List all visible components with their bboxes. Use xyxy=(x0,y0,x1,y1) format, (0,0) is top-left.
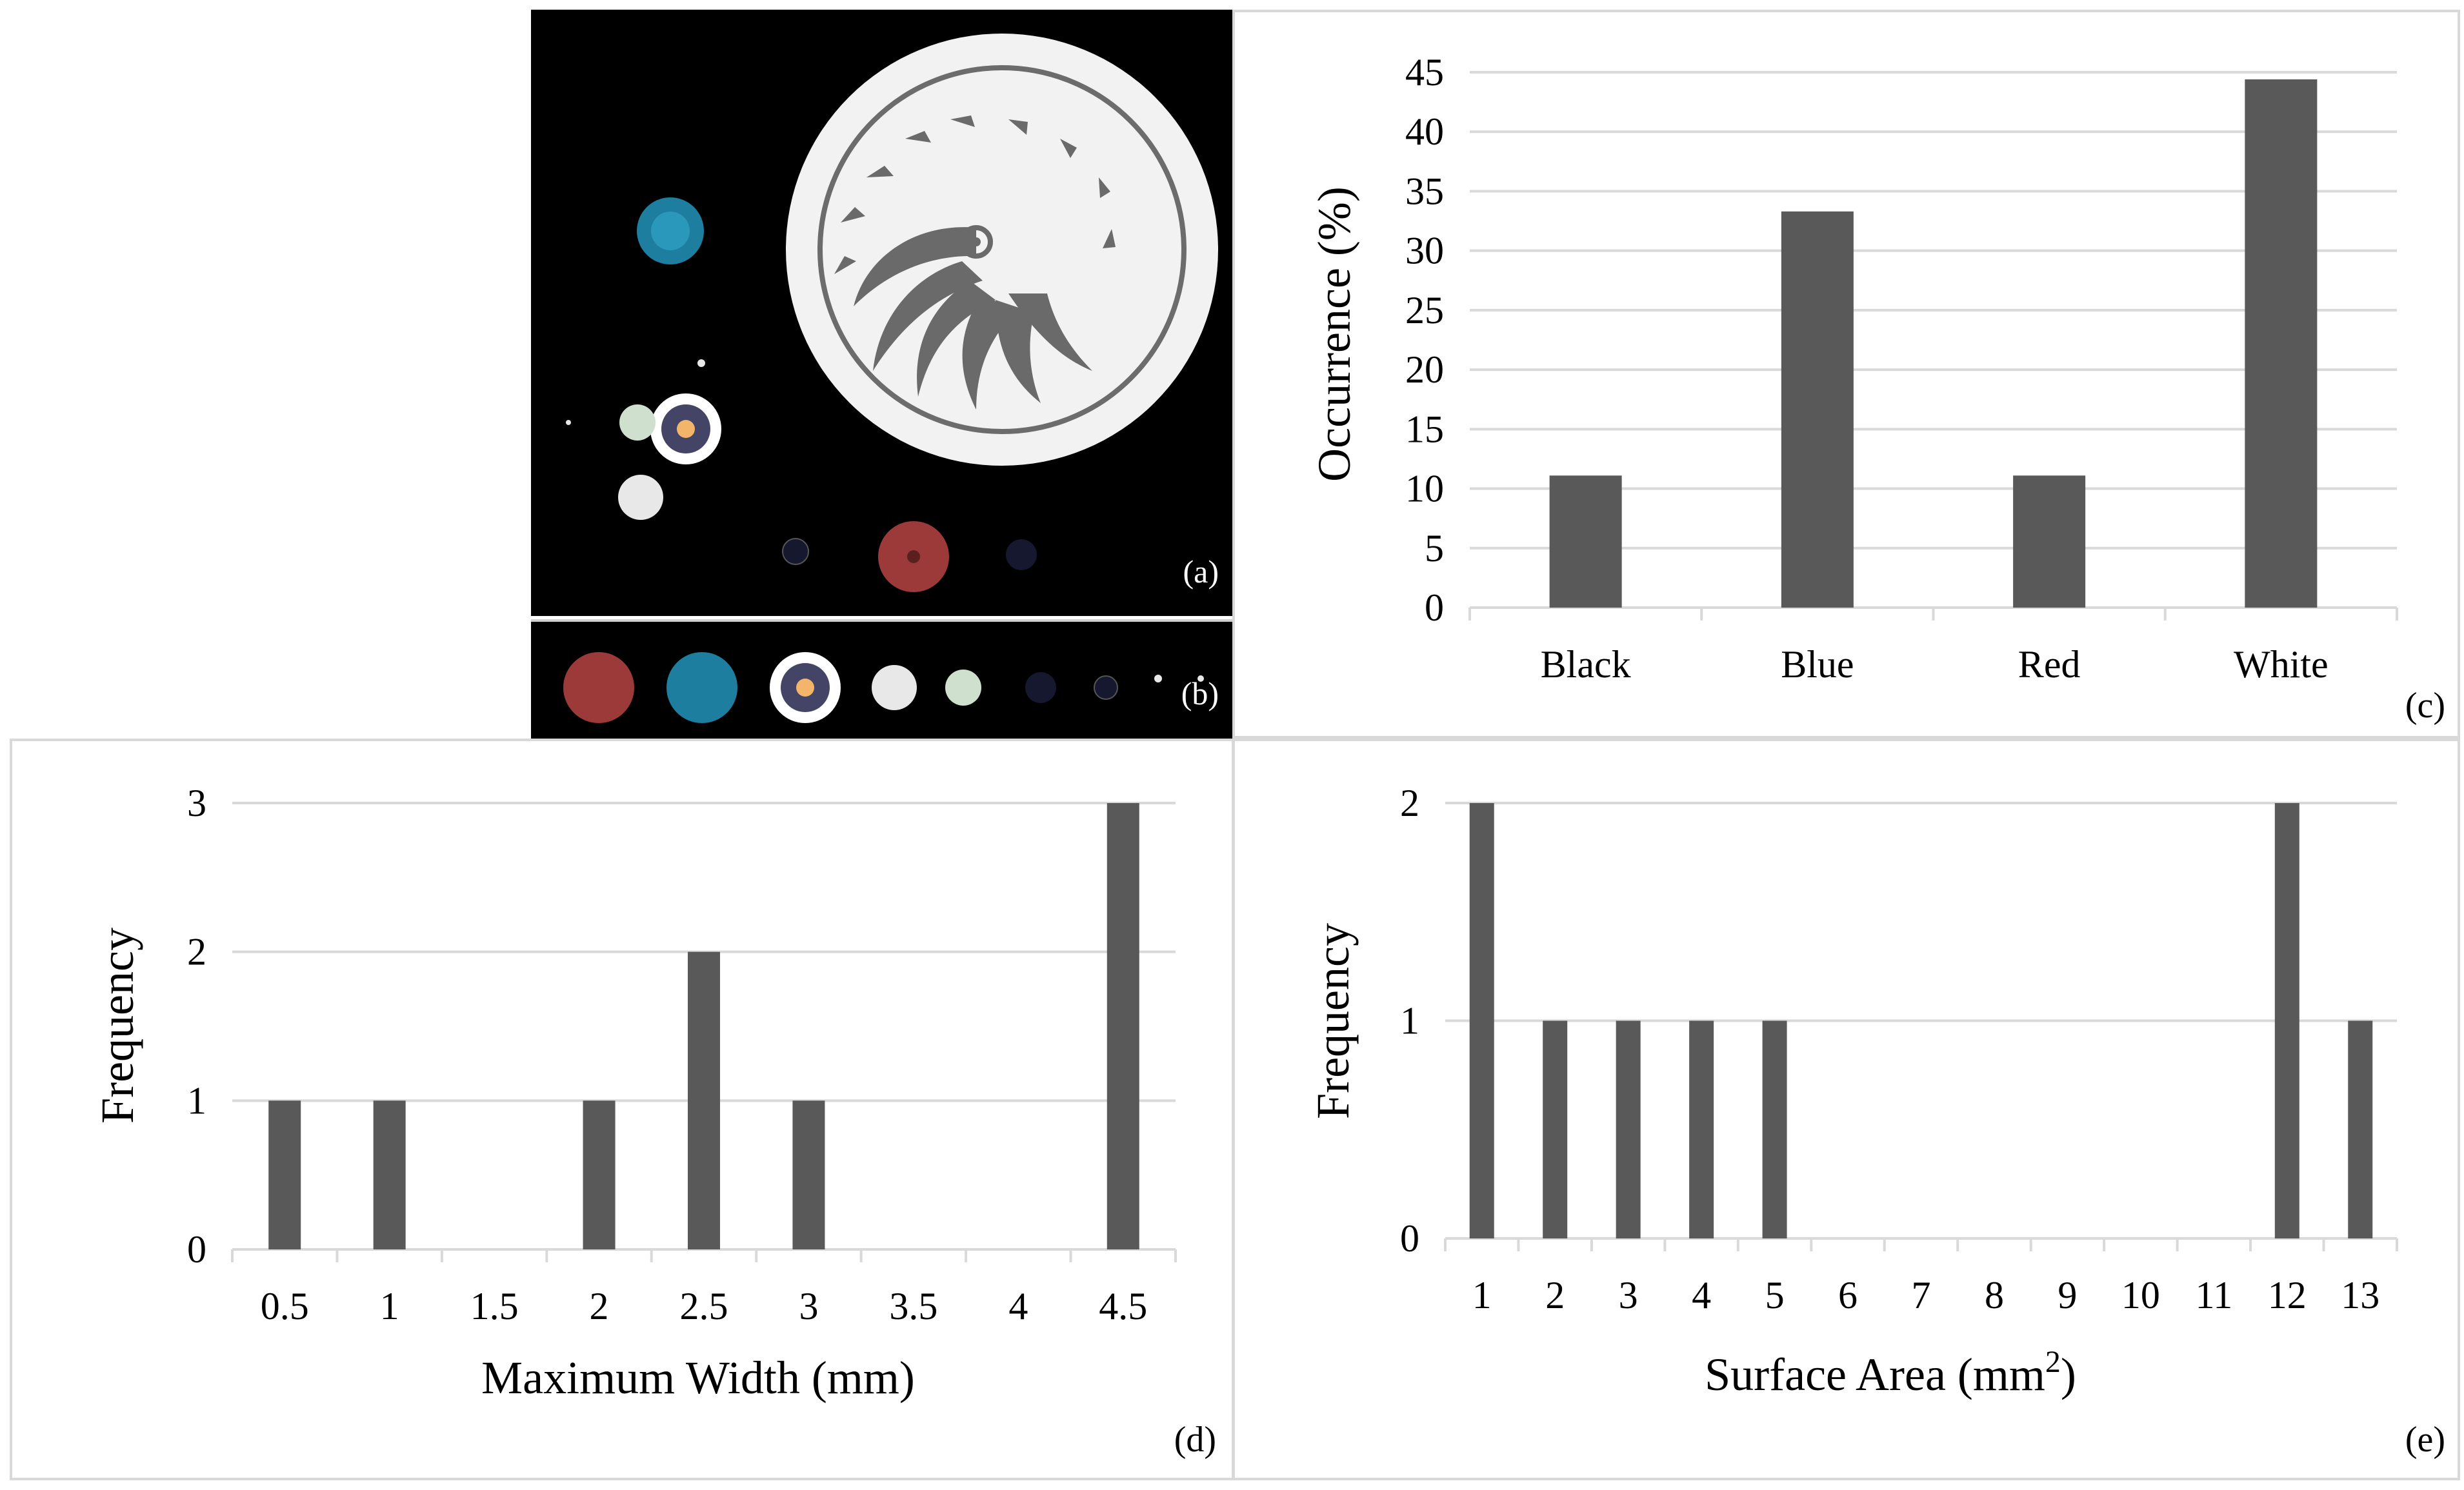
strip-number-labels: 1 2 3 4 5 6 7 8 9 xyxy=(596,630,1205,646)
strip-specimen-4 xyxy=(872,665,917,710)
strip-specimen-3-core xyxy=(796,679,814,697)
strip-specimen-5 xyxy=(945,670,981,706)
strip-label-3: 3 xyxy=(802,630,809,646)
specimen-strip-b-svg: 1 2 3 4 5 6 7 8 9 (b) xyxy=(563,630,1219,723)
panel-label-b: (b) xyxy=(1181,675,1219,711)
strip-specimen-9 xyxy=(1197,675,1204,682)
strip-specimen-6 xyxy=(1025,672,1056,703)
strip-label-4: 4 xyxy=(891,630,898,646)
strip-specimen-1 xyxy=(563,652,634,723)
strip-label-2: 2 xyxy=(699,630,706,646)
specimen-6-dark xyxy=(1006,539,1037,570)
panel-label-a: (a) xyxy=(1183,553,1219,590)
disk-ring xyxy=(817,65,1187,434)
chart-e-frame xyxy=(1232,739,2460,1480)
label-1: 1 xyxy=(913,502,920,518)
chart-c-frame xyxy=(1232,10,2460,739)
spiral-design xyxy=(834,115,1116,410)
specimen-9 xyxy=(566,420,571,425)
strip-specimen-8 xyxy=(1154,675,1162,682)
specimen-photo-a-svg: 2 8 5 9 3 4 7 1 6 (a) xyxy=(565,34,1219,592)
label-2: 2 xyxy=(667,176,674,192)
specimen-5-green xyxy=(619,404,656,441)
label-7: 7 xyxy=(790,516,797,532)
label-3: 3 xyxy=(774,394,781,410)
specimen-photo-a: 2 8 5 9 3 4 7 1 6 (a) xyxy=(531,10,1232,616)
specimen-number-labels: 2 8 5 9 3 4 7 1 6 xyxy=(565,176,1032,534)
strip-specimen-7 xyxy=(1094,675,1118,700)
strip-label-8: 8 xyxy=(1155,630,1162,646)
strip-label-1: 1 xyxy=(596,630,603,646)
strip-label-5: 5 xyxy=(960,630,967,646)
label-8: 8 xyxy=(710,340,717,356)
strip-label-7: 7 xyxy=(1103,630,1110,646)
specimen-1-core xyxy=(907,550,920,563)
strip-label-6: 6 xyxy=(1037,630,1045,646)
specimen-7 xyxy=(782,538,809,565)
disk-inner xyxy=(831,79,1173,421)
label-4: 4 xyxy=(641,448,648,464)
specimen-8 xyxy=(697,359,705,367)
specimen-3-core xyxy=(677,420,695,438)
label-5: 5 xyxy=(685,372,692,388)
strip-label-9: 9 xyxy=(1197,630,1205,646)
label-6: 6 xyxy=(1025,518,1032,534)
chart-d-frame xyxy=(10,739,1234,1480)
specimen-4-white xyxy=(618,475,663,520)
specimen-2-highlight xyxy=(651,212,690,250)
strip-specimen-2 xyxy=(666,652,737,723)
label-9: 9 xyxy=(565,394,572,410)
specimen-strip-b: 1 2 3 4 5 6 7 8 9 (b) xyxy=(531,619,1232,739)
